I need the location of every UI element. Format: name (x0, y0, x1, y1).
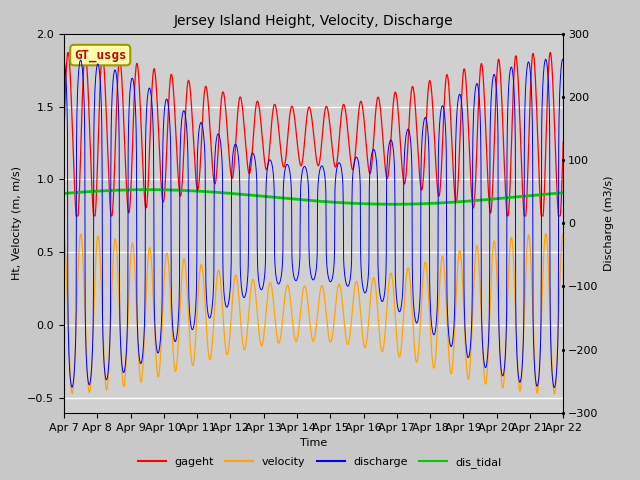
Title: Jersey Island Height, Velocity, Discharge: Jersey Island Height, Velocity, Discharg… (174, 14, 453, 28)
Legend: gageht, velocity, discharge, dis_tidal: gageht, velocity, discharge, dis_tidal (134, 452, 506, 472)
Y-axis label: Ht, Velocity (m, m/s): Ht, Velocity (m, m/s) (12, 166, 22, 280)
X-axis label: Time: Time (300, 438, 327, 448)
Text: GT_usgs: GT_usgs (74, 48, 127, 61)
Y-axis label: Discharge (m3/s): Discharge (m3/s) (604, 176, 614, 271)
